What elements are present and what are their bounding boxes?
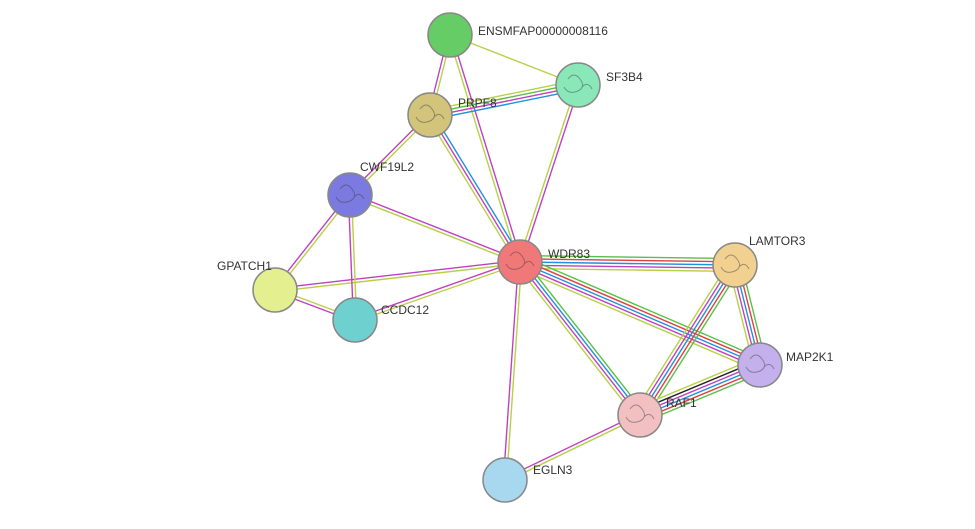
network-node[interactable] — [556, 63, 600, 107]
edge — [507, 262, 522, 480]
network-node[interactable] — [498, 240, 542, 284]
network-node[interactable] — [328, 173, 372, 217]
edge — [640, 265, 735, 415]
network-node[interactable] — [713, 243, 757, 287]
node-label: PRPF8 — [458, 96, 497, 110]
network-node[interactable] — [618, 393, 662, 437]
network-node[interactable] — [408, 93, 452, 137]
edge — [520, 262, 735, 265]
edge — [430, 115, 520, 262]
network-node[interactable] — [738, 343, 782, 387]
network-node[interactable] — [428, 13, 472, 57]
network-node[interactable] — [483, 458, 527, 502]
node-label: WDR83 — [548, 247, 590, 261]
node-label: CCDC12 — [381, 303, 429, 317]
edge — [521, 261, 641, 414]
edge — [503, 262, 518, 480]
edge — [275, 260, 520, 288]
network-node[interactable] — [253, 268, 297, 312]
edge — [452, 35, 522, 262]
edge — [518, 85, 576, 262]
edge — [448, 35, 518, 262]
node-label: MAP2K1 — [786, 350, 834, 364]
node-label: GPATCH1 — [217, 259, 272, 273]
node-label: EGLN3 — [533, 463, 573, 477]
edge — [349, 196, 519, 263]
edge — [522, 85, 580, 262]
edge — [519, 263, 639, 416]
node-label: LAMTOR3 — [749, 234, 806, 248]
network-node[interactable] — [333, 298, 377, 342]
node-label: CWF19L2 — [360, 160, 414, 174]
node-label: RAF1 — [666, 396, 697, 410]
network-diagram: WDR83 ENSMFAP00000008116 SF3B4 PRPF8 CWF19L2… — [0, 0, 975, 529]
edge — [520, 265, 735, 268]
edge — [433, 113, 523, 260]
edge — [275, 264, 520, 292]
edge — [517, 268, 757, 371]
node-label: SF3B4 — [606, 70, 643, 84]
node-label: ENSMFAP00000008116 — [478, 24, 608, 38]
edge — [516, 265, 636, 418]
